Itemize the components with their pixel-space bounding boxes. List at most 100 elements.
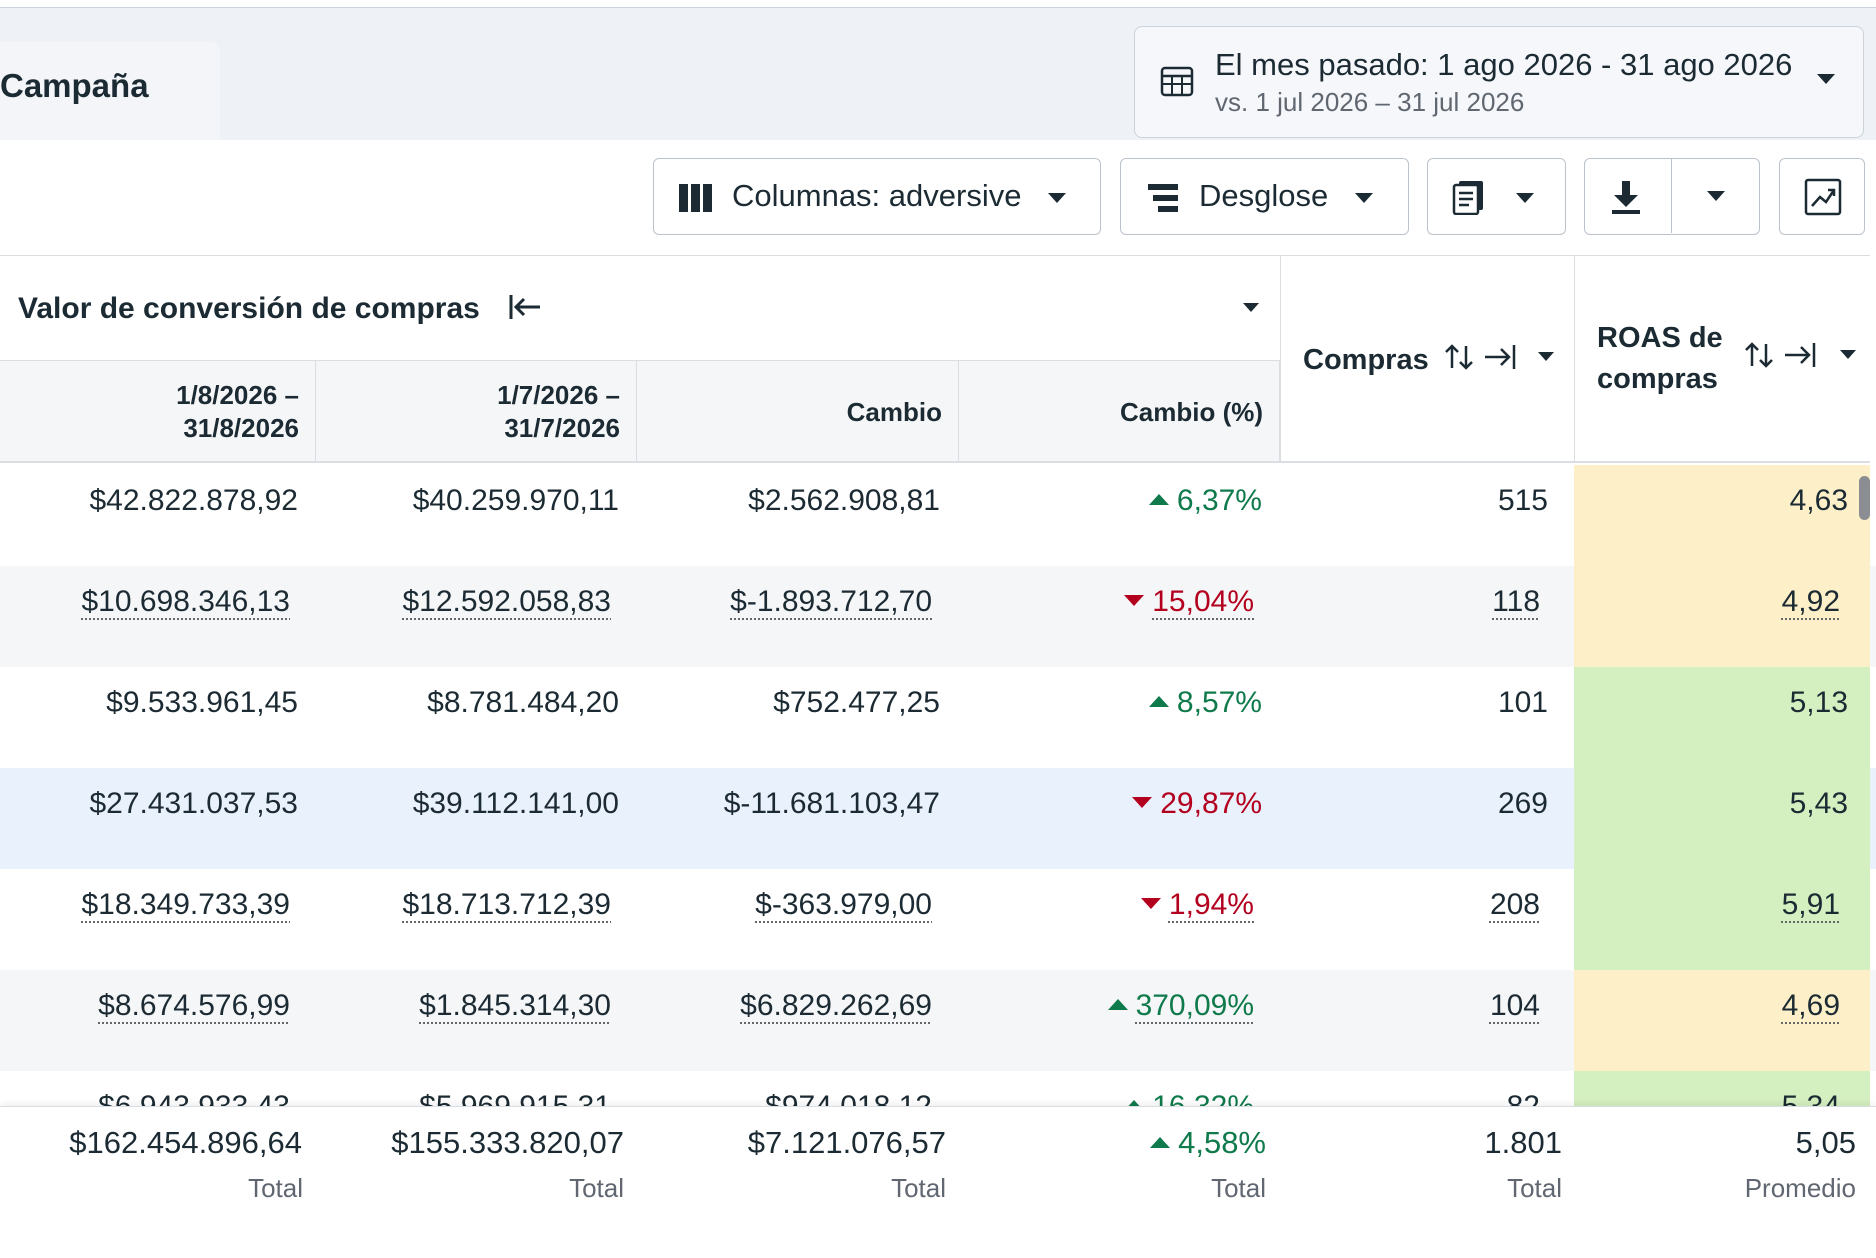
column-header-current-period[interactable]: 1/8/2026 – 31/8/2026 [0,361,316,463]
export-button-group [1584,158,1760,235]
cell-change-pct[interactable]: 1,94% [1140,888,1254,922]
column-header-roas[interactable]: ROAS de compras [1574,255,1870,463]
table-row[interactable]: $10.698.346,13 $12.592.058,83 $-1.893.712,… [0,566,1876,667]
cell-change-pct: 6,37% [1148,484,1262,518]
cell-change-pct: 29,87% [1132,787,1262,821]
column-header-previous-period[interactable]: 1/7/2026 – 31/7/2026 [316,361,637,463]
cell-change: $2.562.908,81 [748,484,940,517]
change-pct-value: 1,94% [1168,888,1254,921]
cell-purchases: 269 [1497,787,1548,820]
purchases-header-label: Compras [1303,344,1429,376]
roas-header-line1: ROAS de [1597,322,1723,354]
download-icon [1612,181,1640,214]
export-options-dropdown[interactable] [1673,159,1759,233]
footer-change-pct-value: 4,58% [1178,1125,1266,1160]
roas-cell-bg [1574,970,1870,1071]
sort-icon[interactable] [1443,342,1475,372]
cell-previous: $8.781.484,20 [427,686,619,719]
cell-purchases: 101 [1497,686,1548,719]
arrow-up-icon [1148,494,1169,505]
roas-cell-bg [1574,1071,1870,1112]
cell-previous: $39.112.141,00 [412,787,619,820]
change-pct-value: 8,57% [1176,686,1262,719]
columns-button-label: Columnas: adversive [732,178,1022,213]
chevron-down-icon [1707,191,1725,201]
change-pct-value: 15,04% [1152,585,1254,618]
cell-purchases[interactable]: 104 [1489,989,1540,1022]
arrow-down-icon [1124,595,1145,606]
roas-header-line2: compras [1597,363,1718,395]
footer-previous-total: $155.333.820,07 [391,1125,624,1160]
column-group-title: Valor de conversión de compras [18,292,480,325]
cell-purchases[interactable]: 118 [1492,585,1540,618]
columns-button[interactable]: Columnas: adversive [653,158,1101,235]
cell-current: $9.533.961,45 [106,686,298,719]
change-pct-value: 6,37% [1176,484,1262,517]
cell-change[interactable]: $-1.893.712,70 [730,585,932,618]
chevron-down-icon[interactable] [1242,302,1260,314]
chevron-down-icon[interactable] [1839,349,1857,361]
previous-period-line1: 1/7/2026 – [497,380,620,410]
roas-cell-bg [1574,768,1870,869]
pin-column-icon[interactable] [1483,342,1517,372]
footer-change-total: $7.121.076,57 [747,1125,946,1160]
table-row[interactable]: $27.431.037,53 $39.112.141,00 $-11.681.103… [0,768,1876,869]
footer-current-total: $162.454.896,64 [69,1125,302,1160]
cell-current[interactable]: $8.674.576,99 [98,989,290,1022]
cell-roas[interactable]: 4,92 [1781,585,1840,618]
pin-column-icon[interactable] [1783,340,1817,370]
table-row[interactable]: $18.349.733,39 $18.713.712,39 $-363.979,00… [0,869,1876,970]
roas-cell-bg [1574,869,1870,970]
roas-cell-bg [1574,465,1870,566]
cell-change-pct[interactable]: 370,09% [1107,989,1254,1023]
cell-previous[interactable]: $1.845.314,30 [419,989,611,1022]
roas-cell-bg [1574,667,1870,768]
cell-previous[interactable]: $18.713.712,39 [402,888,611,921]
cell-change-pct: 8,57% [1148,686,1262,720]
cell-change[interactable]: $-363.979,00 [755,888,932,921]
date-range-compare: vs. 1 jul 2026 – 31 jul 2026 [1215,87,1525,117]
column-header-change-pct[interactable]: Cambio (%) [959,361,1280,463]
arrow-up-icon [1107,999,1128,1010]
footer-total-label: Total [1507,1173,1562,1203]
footer-purchases-total: 1.801 [1484,1125,1562,1160]
reports-button[interactable] [1427,158,1566,235]
cell-change: $-11.681.103,47 [723,787,940,820]
cell-roas[interactable]: 5,91 [1781,888,1840,921]
footer-average-label: Promedio [1744,1173,1856,1203]
vertical-scrollbar[interactable] [1859,476,1870,520]
arrow-down-icon [1132,797,1153,808]
breakdown-button[interactable]: Desglose [1120,158,1409,235]
chevron-down-icon [1817,74,1835,84]
cell-roas[interactable]: 4,69 [1781,989,1840,1022]
cell-current[interactable]: $10.698.346,13 [81,585,290,618]
reports-icon [1452,181,1483,215]
column-header-purchases[interactable]: Compras [1280,255,1574,463]
tab-campaign[interactable]: Campaña [0,42,220,140]
tab-campaign-label: Campaña [0,67,149,104]
cell-change-pct[interactable]: 15,04% [1124,585,1254,619]
arrow-up-icon [1148,696,1169,707]
table-row[interactable]: $9.533.961,45 $8.781.484,20 $752.477,25 8,5… [0,667,1876,768]
trend-chart-icon [1804,178,1842,216]
chevron-down-icon[interactable] [1537,351,1555,363]
sort-icon[interactable] [1743,340,1775,370]
cell-change[interactable]: $6.829.262,69 [740,989,932,1022]
top-strip [0,0,1876,8]
chart-toggle-button[interactable] [1779,158,1865,235]
column-header-change[interactable]: Cambio [637,361,959,463]
cell-previous[interactable]: $12.592.058,83 [402,585,611,618]
cell-current[interactable]: $18.349.733,39 [81,888,290,921]
chevron-down-icon [1516,193,1534,203]
collapse-left-icon[interactable] [508,292,542,322]
cell-purchases[interactable]: 208 [1489,888,1540,921]
change-pct-value: 370,09% [1135,989,1254,1022]
download-button[interactable] [1585,159,1672,233]
cell-previous: $40.259.970,11 [412,484,619,517]
current-period-line1: 1/8/2026 – [176,380,299,410]
cell-current: $42.822.878,92 [89,484,298,517]
table-row[interactable]: $42.822.878,92 $40.259.970,11 $2.562.908,8… [0,465,1876,566]
date-range-picker[interactable]: El mes pasado: 1 ago 2026 - 31 ago 2026 … [1134,26,1864,138]
table-row[interactable]: $8.674.576,99 $1.845.314,30 $6.829.262,69 3… [0,970,1876,1071]
calendar-icon [1160,66,1194,97]
